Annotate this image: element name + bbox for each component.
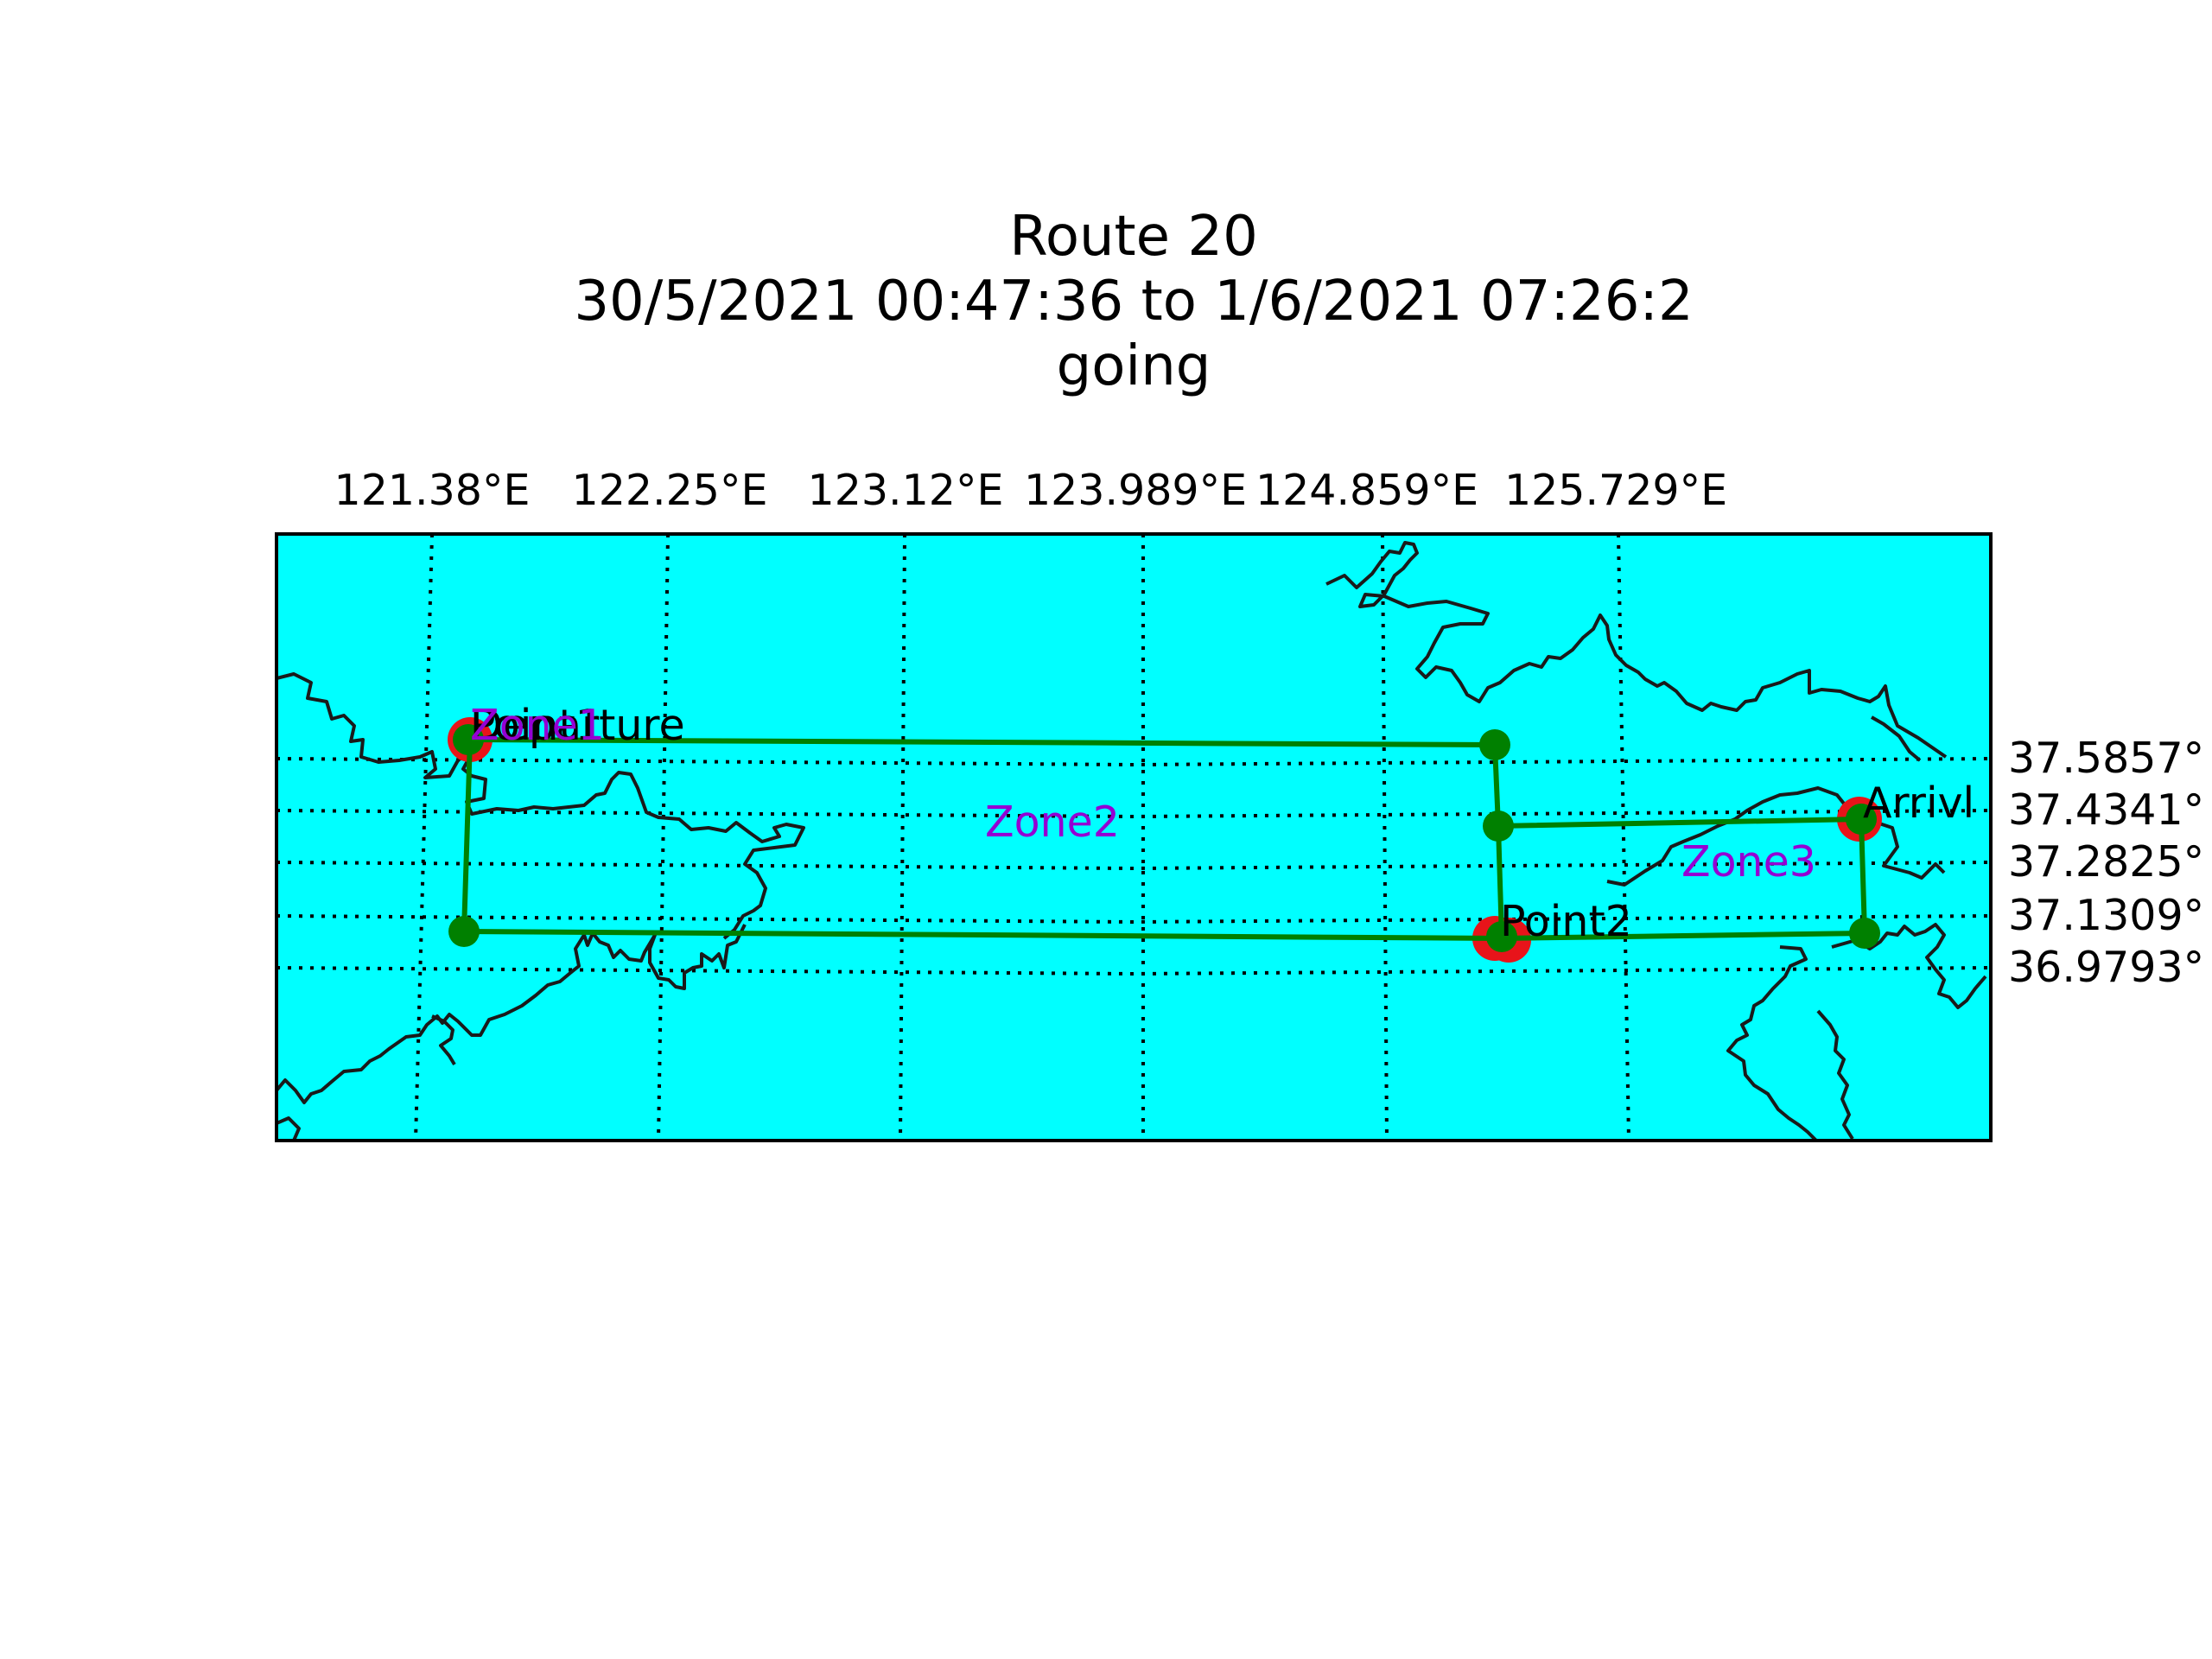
title-date-range: 30/5/2021 00:47:36 to 1/6/2021 07:26:2 bbox=[574, 270, 1693, 334]
lat-label: 37.1309° bbox=[2008, 891, 2204, 940]
coastline-east-inner bbox=[1871, 715, 1922, 762]
zone-labels: Zone1 Zone2 Zone3 bbox=[470, 701, 1816, 887]
meridian-line bbox=[1381, 534, 1389, 1141]
parallel-line bbox=[276, 966, 1991, 976]
waypoint-marker bbox=[1479, 729, 1510, 760]
lon-label: 122.25°E bbox=[572, 466, 768, 515]
waypoint-marker bbox=[453, 724, 484, 755]
longitude-labels: 121.38°E 122.25°E 123.12°E 123.989°E 124… bbox=[334, 466, 1728, 515]
coastline-southeast bbox=[1726, 945, 1818, 1141]
graticule bbox=[276, 534, 1991, 1141]
parallel-line bbox=[276, 809, 1991, 819]
meridian-line bbox=[1617, 534, 1630, 1141]
coastlines bbox=[276, 541, 1987, 1141]
lon-label: 124.859°E bbox=[1255, 466, 1478, 515]
meridian-line bbox=[899, 534, 906, 1141]
title-direction: going bbox=[1057, 334, 1211, 398]
map-frame bbox=[275, 532, 1993, 1142]
waypoint-marker bbox=[1486, 921, 1517, 952]
coastline-inlet bbox=[431, 1014, 456, 1066]
parallel-line bbox=[276, 914, 1991, 925]
waypoint-marker bbox=[1483, 810, 1514, 842]
point2-label: Point2 bbox=[1500, 897, 1632, 946]
waypoint-marker bbox=[1849, 918, 1880, 949]
waypoint-markers bbox=[448, 724, 1880, 952]
lon-label: 121.38°E bbox=[334, 466, 531, 515]
lon-label: 125.729°E bbox=[1504, 466, 1727, 515]
figure-title: Route 20 30/5/2021 00:47:36 to 1/6/2021 … bbox=[574, 205, 1693, 398]
coastline-east-ridge bbox=[1606, 786, 1946, 887]
lon-label: 123.989°E bbox=[1024, 466, 1247, 515]
coastline-southwest-corner bbox=[276, 1116, 301, 1141]
zone3-label: Zone3 bbox=[1681, 837, 1816, 887]
coastline-west-peninsula bbox=[276, 672, 805, 940]
lat-label: 37.2825° bbox=[2008, 837, 2204, 887]
coastline-south-shore bbox=[276, 924, 747, 1104]
title-route: Route 20 bbox=[1009, 205, 1258, 269]
zone1-label: Zone1 bbox=[470, 701, 605, 750]
zone2-label: Zone2 bbox=[985, 798, 1120, 847]
lat-label: 37.4341° bbox=[2008, 785, 2204, 835]
point1-label: Point1 bbox=[470, 701, 602, 750]
meridian-line bbox=[657, 534, 670, 1141]
route-line bbox=[469, 737, 1862, 830]
meridian-line bbox=[414, 534, 434, 1141]
route-line bbox=[1496, 825, 1504, 939]
coastline-southeast-2 bbox=[1831, 923, 1987, 1009]
parallel-line bbox=[276, 861, 1991, 871]
arrival-label: Arrivl bbox=[1863, 779, 1974, 828]
coastline-southeast-3 bbox=[1816, 1009, 1854, 1141]
departure-label: Departure bbox=[470, 701, 685, 750]
latitude-labels: 37.5857° 37.4341° 37.2825° 37.1309° 36.9… bbox=[2008, 734, 2204, 992]
waypoint-marker bbox=[1846, 804, 1877, 835]
coastline-east-coast bbox=[1325, 541, 1948, 759]
parallel-line bbox=[276, 757, 1991, 767]
waypoint-marker bbox=[448, 916, 480, 947]
point-labels: Departure Point1 Point2 Arrivl bbox=[470, 701, 1974, 946]
ocean-background bbox=[276, 534, 1991, 1141]
lat-label: 36.9793° bbox=[2008, 943, 2204, 992]
lon-label: 123.12°E bbox=[808, 466, 1004, 515]
lat-label: 37.5857° bbox=[2008, 734, 2204, 783]
